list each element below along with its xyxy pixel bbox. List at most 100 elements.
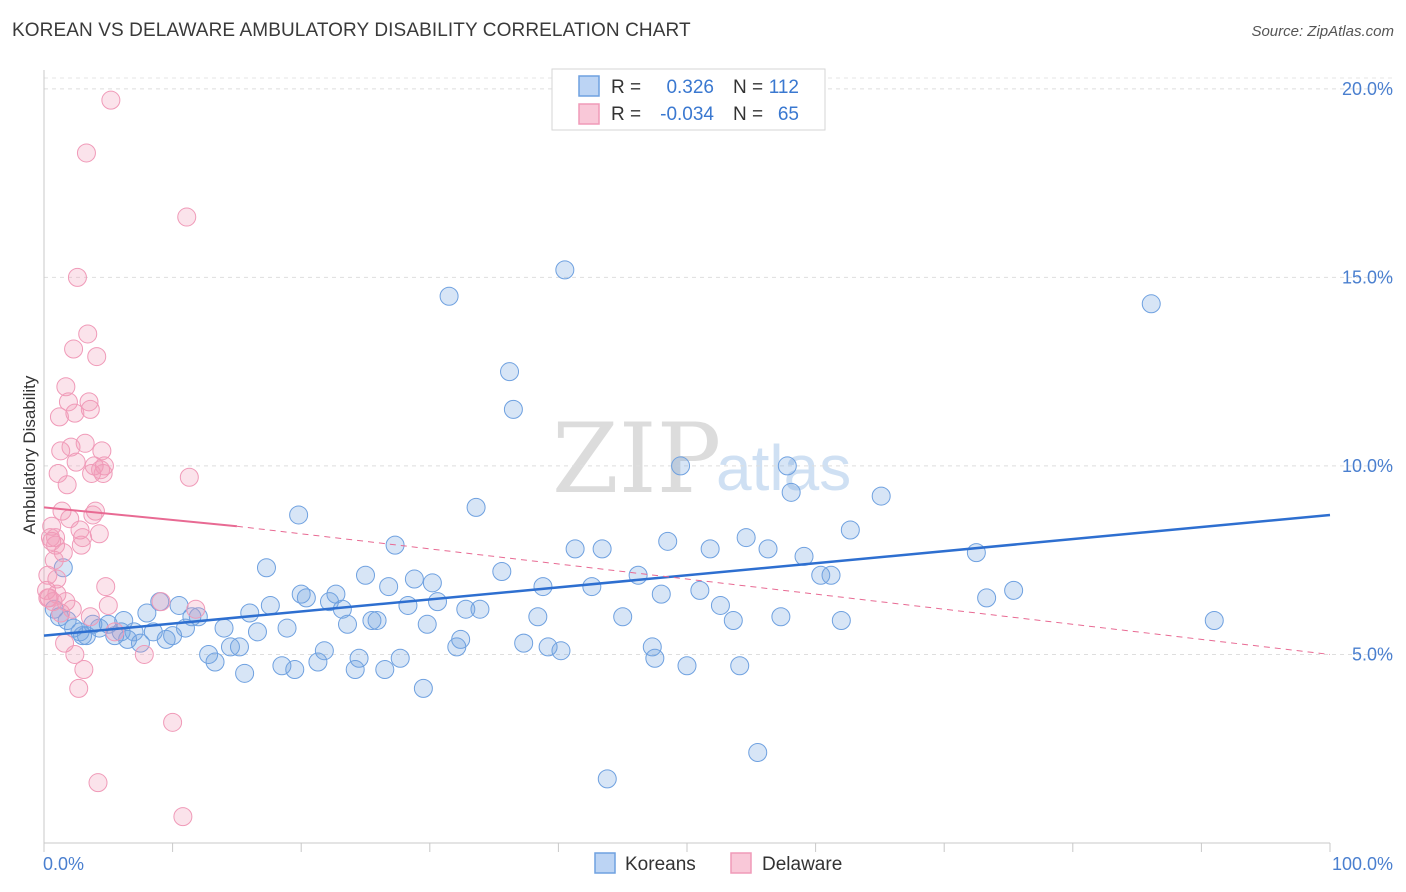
delaware-point-10 xyxy=(49,407,69,427)
delaware-point-34 xyxy=(80,399,100,419)
bottom-legend-swatch-delaware xyxy=(730,852,752,874)
korean-point-28 xyxy=(235,663,255,683)
korean-point-24 xyxy=(205,652,225,672)
delaware-point-56 xyxy=(186,599,206,619)
korean-point-87 xyxy=(690,580,710,600)
korean-point-34 xyxy=(277,618,297,638)
legend-n-value-2: 65 xyxy=(778,104,799,125)
delaware-point-54 xyxy=(177,207,197,227)
korean-point-50 xyxy=(375,660,395,680)
delaware-point-31 xyxy=(76,143,96,163)
korean-point-77 xyxy=(592,539,612,559)
korean-point-27 xyxy=(229,637,249,657)
delaware-point-43 xyxy=(92,441,112,461)
bottom-legend-label-koreans: Koreans xyxy=(625,854,696,875)
korean-point-45 xyxy=(345,660,365,680)
legend-r-value-2: -0.034 xyxy=(660,104,714,125)
delaware-points xyxy=(37,90,206,827)
y-tick-labels: 5.0% 10.0% 15.0% 20.0% xyxy=(1342,79,1393,665)
delaware-point-48 xyxy=(101,90,121,110)
korean-point-2 xyxy=(57,611,77,631)
legend-n-value-1: 112 xyxy=(769,77,799,98)
korean-point-101 xyxy=(831,611,851,631)
delaware-point-16 xyxy=(57,475,77,495)
korean-point-108 xyxy=(1204,611,1224,631)
bottom-legend: Koreans Delaware xyxy=(594,852,842,875)
delaware-point-59 xyxy=(51,603,71,623)
delaware-point-55 xyxy=(179,467,199,487)
korean-trend-line xyxy=(43,513,1331,637)
delaware-point-44 xyxy=(93,463,113,483)
korean-point-96 xyxy=(777,456,797,476)
delaware-point-17 xyxy=(58,392,78,412)
korean-point-55 xyxy=(404,569,424,589)
delaware-point-62 xyxy=(46,535,66,555)
korean-point-89 xyxy=(710,595,730,615)
korean-point-48 xyxy=(362,611,382,631)
delaware-point-47 xyxy=(98,595,118,615)
korean-point-31 xyxy=(256,558,276,578)
delaware-point-27 xyxy=(71,535,91,555)
bottom-legend-label-delaware: Delaware xyxy=(762,854,842,875)
korean-point-93 xyxy=(748,743,768,763)
delaware-point-11 xyxy=(51,441,71,461)
korean-point-17 xyxy=(156,629,176,649)
korean-point-54 xyxy=(398,595,418,615)
delaware-trend-line-solid xyxy=(43,506,237,528)
korean-point-44 xyxy=(337,614,357,634)
watermark-atlas: atlas xyxy=(716,432,851,504)
legend-r-value-1: 0.326 xyxy=(666,77,714,98)
delaware-point-61 xyxy=(38,588,58,608)
chart-title: KOREAN VS DELAWARE AMBULATORY DISABILITY… xyxy=(12,20,691,41)
legend-swatch-koreans xyxy=(578,75,600,97)
legend-r-label-2: R = xyxy=(611,104,641,125)
korean-point-51 xyxy=(379,577,399,597)
delaware-point-42 xyxy=(91,460,111,480)
delaware-point-26 xyxy=(70,520,90,540)
korean-point-111 xyxy=(73,626,93,646)
legend-r-label-1: R = xyxy=(611,77,641,98)
delaware-point-50 xyxy=(134,644,154,664)
delaware-point-21 xyxy=(64,339,84,359)
korean-point-99 xyxy=(811,565,831,585)
legend-n-label-2: N = xyxy=(733,104,763,125)
korean-point-37 xyxy=(291,584,311,604)
korean-point-25 xyxy=(214,618,234,638)
korean-point-74 xyxy=(555,260,575,280)
delaware-point-39 xyxy=(87,347,107,367)
korean-point-63 xyxy=(456,599,476,619)
y-axis-label: Ambulatory Disability xyxy=(20,375,39,534)
korean-point-106 xyxy=(1004,580,1024,600)
delaware-trend-line-dashed xyxy=(236,525,1331,655)
x-tick-labels: 0.0% 100.0% xyxy=(43,854,1393,874)
korean-point-47 xyxy=(356,565,375,585)
korean-point-36 xyxy=(289,505,309,525)
delaware-point-20 xyxy=(62,599,82,619)
korean-point-35 xyxy=(285,660,305,680)
korean-point-33 xyxy=(272,656,292,676)
korean-point-57 xyxy=(417,614,437,634)
korean-point-81 xyxy=(642,637,662,657)
axes xyxy=(43,70,1331,852)
delaware-point-23 xyxy=(66,452,86,472)
delaware-point-60 xyxy=(65,644,85,664)
delaware-point-51 xyxy=(151,592,171,612)
delaware-point-28 xyxy=(73,528,93,548)
korean-point-39 xyxy=(308,652,328,672)
korean-point-92 xyxy=(736,528,756,548)
korean-point-78 xyxy=(597,769,617,789)
delaware-point-32 xyxy=(78,324,98,344)
korean-point-70 xyxy=(528,607,548,627)
korean-point-60 xyxy=(439,286,459,306)
delaware-point-52 xyxy=(163,712,183,732)
source-credit: Source: ZipAtlas.com xyxy=(1251,23,1394,40)
delaware-point-4 xyxy=(42,516,62,536)
korean-point-66 xyxy=(492,562,512,582)
delaware-point-19 xyxy=(61,437,81,457)
legend-box: R = 0.326 N = 112 R = -0.034 N = 65 xyxy=(551,68,826,131)
korean-point-67 xyxy=(500,362,520,382)
korean-point-76 xyxy=(582,577,602,597)
legend-n-label-1: N = xyxy=(733,77,763,98)
watermark-zip: ZIP xyxy=(552,403,721,515)
korean-point-64 xyxy=(466,497,486,517)
